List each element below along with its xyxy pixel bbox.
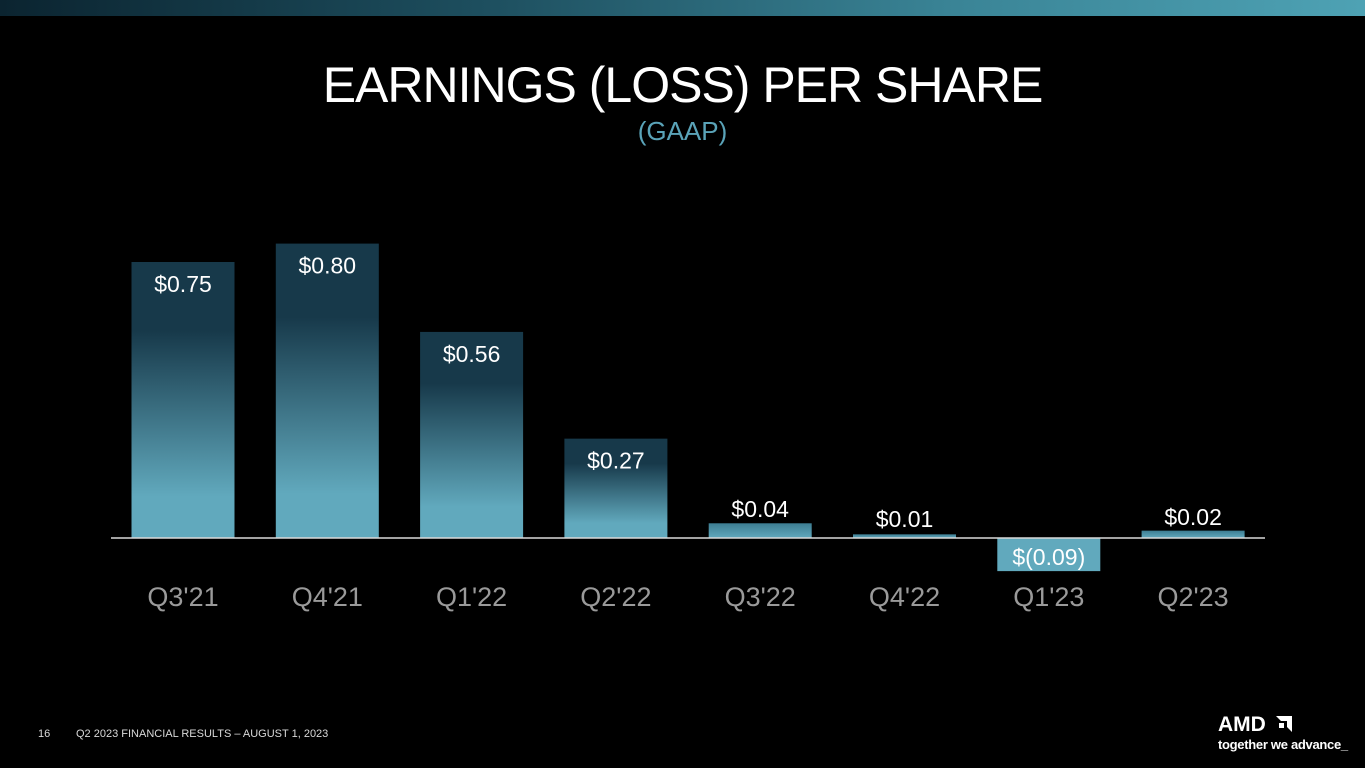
page-title: EARNINGS (LOSS) PER SHARE: [322, 57, 1044, 113]
footer-text: Q2 2023 FINANCIAL RESULTS – AUGUST 1, 20…: [76, 728, 329, 740]
bar-Q2'22: [564, 438, 668, 538]
data-label: $0.02: [1164, 504, 1222, 530]
x-tick-label: Q2'22: [580, 582, 651, 612]
bar-Q1'23: [997, 538, 1101, 572]
bar-Q1'22: [420, 331, 524, 538]
page-subtitle: (GAAP): [637, 116, 728, 146]
data-label: $0.56: [443, 341, 501, 367]
page-number: 16: [38, 728, 51, 740]
bar-Q4'22: [853, 534, 956, 538]
data-label: $0.75: [154, 271, 212, 297]
amd-logo: AMD together we advance_: [1218, 714, 1348, 754]
x-tick-label: Q3'21: [147, 582, 218, 612]
x-tick-label: Q3'22: [725, 582, 796, 612]
amd-arrow-icon: [1276, 716, 1292, 732]
data-label: $0.01: [876, 506, 934, 532]
data-label: $(0.09): [1012, 544, 1085, 570]
data-label: $0.80: [299, 253, 357, 279]
x-tick-label: Q4'21: [292, 582, 363, 612]
amd-tagline: together we advance_: [1218, 737, 1348, 752]
x-tick-label: Q1'22: [436, 582, 507, 612]
x-tick-label: Q1'23: [1013, 582, 1084, 612]
bar-Q2'23: [1141, 530, 1245, 538]
amd-logo-word: AMD: [1218, 713, 1266, 736]
bar-Q4'21: [275, 243, 379, 538]
x-tick-label: Q4'22: [869, 582, 940, 612]
top-accent-bar: [0, 0, 1365, 16]
data-label: $0.27: [587, 448, 645, 474]
bar-Q3'22: [708, 523, 812, 538]
bar-Q3'21: [131, 262, 235, 538]
x-tick-label: Q2'23: [1157, 582, 1228, 612]
data-label: $0.04: [731, 496, 789, 522]
